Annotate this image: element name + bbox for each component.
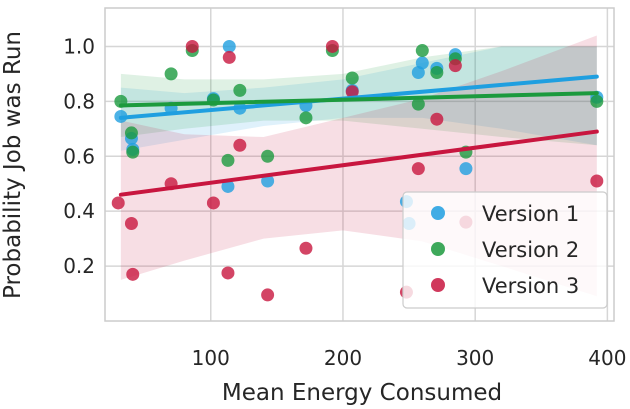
x-tick-label: 100: [192, 346, 230, 370]
y-tick-label: 0.2: [63, 254, 95, 278]
version-3-point: [345, 85, 359, 99]
version-2-point: [233, 83, 247, 97]
version-2-point: [345, 71, 359, 85]
legend-marker-version-2: [431, 242, 445, 256]
version-1-point: [221, 179, 235, 193]
version-3-point: [233, 138, 247, 152]
version-1-point: [415, 56, 429, 70]
plot-frame: [104, 7, 615, 322]
x-tick-label: 300: [456, 346, 494, 370]
version-2-point: [590, 94, 604, 108]
version-2-point: [221, 153, 235, 167]
version-3-point: [126, 267, 140, 281]
version-2-point: [164, 67, 178, 81]
y-tick-label: 0.4: [63, 199, 95, 223]
version-3-point: [206, 196, 220, 210]
version-3-point: [590, 174, 604, 188]
legend-label-version-1: Version 1: [482, 202, 579, 226]
x-axis-title: Mean Energy Consumed: [222, 380, 502, 406]
version-2-point: [415, 44, 429, 58]
y-tick-label: 0.8: [63, 89, 95, 113]
version-3-point: [325, 39, 339, 53]
version-3-point: [221, 266, 235, 280]
version-1-fit-line: [118, 74, 599, 120]
version-3-fit-line: [118, 129, 599, 197]
y-tick-label: 1.0: [63, 34, 95, 58]
version-3-point: [185, 39, 199, 53]
legend: Version 1 Version 2 Version 3: [402, 191, 608, 309]
y-axis-title: Probability Job was Run: [0, 31, 26, 299]
legend-marker-version-3: [431, 278, 445, 292]
version-1-point: [222, 39, 236, 53]
version-3-point: [299, 241, 313, 255]
version-3-point: [222, 50, 236, 64]
legend-label-version-2: Version 2: [482, 238, 579, 262]
version-2-point: [261, 149, 275, 163]
version-2-point: [411, 97, 425, 111]
version-3-point: [111, 196, 125, 210]
legend-box: [402, 191, 608, 309]
version-2-fit-line: [118, 91, 599, 108]
version-3-point: [261, 288, 275, 302]
version-1-point: [459, 162, 473, 176]
version-2-point: [430, 66, 444, 80]
version-2-point: [126, 145, 140, 159]
version-3-point: [448, 59, 462, 73]
version-3-point: [411, 162, 425, 176]
version-3-point: [430, 112, 444, 126]
version-1-point: [261, 174, 275, 188]
y-tick-label: 0.6: [63, 144, 95, 168]
x-tick-label: 200: [324, 346, 362, 370]
version-2-point: [124, 126, 138, 140]
version-3-point: [124, 217, 138, 231]
legend-marker-version-1: [431, 206, 445, 220]
legend-label-version-3: Version 3: [482, 274, 579, 298]
version-2-point: [299, 111, 313, 125]
x-tick-label: 400: [588, 346, 626, 370]
